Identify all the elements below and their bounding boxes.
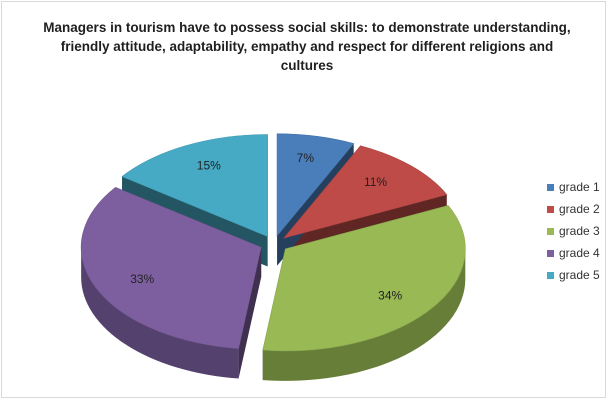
slice-grade-2	[283, 145, 448, 239]
legend-item-grade-1: grade 1	[547, 176, 600, 198]
pie-chart: 7% 11% 34% 33% 15%	[80, 133, 466, 381]
legend-label: grade 4	[559, 246, 600, 260]
legend-item-grade-5: grade 5	[547, 264, 600, 286]
data-label-grade-4: 33%	[130, 272, 154, 286]
slice-side-grade-4	[81, 247, 239, 379]
slice-wall-grade-4	[238, 247, 262, 379]
legend-swatch	[547, 205, 554, 213]
data-labels: 7% 11% 34% 33% 15%	[130, 151, 402, 303]
slice-grade-5	[121, 134, 268, 237]
legend-item-grade-2: grade 2	[547, 198, 600, 220]
slice-grade-4	[80, 187, 262, 349]
legend-label: grade 3	[559, 224, 600, 238]
legend-label: grade 2	[559, 202, 600, 216]
data-label-grade-2: 11%	[364, 175, 387, 189]
legend-item-grade-3: grade 3	[547, 220, 600, 242]
legend-item-grade-4: grade 4	[547, 242, 600, 264]
chart-title: Managers in tourism have to possess soci…	[43, 20, 571, 73]
chart-legend: grade 1 grade 2 grade 3 grade 4 grade 5	[547, 176, 600, 286]
slice-grade-1	[276, 133, 355, 237]
slice-grade-3	[262, 205, 466, 352]
slice-tops	[80, 133, 466, 352]
legend-swatch	[547, 183, 554, 191]
data-label-grade-1: 7%	[297, 151, 315, 165]
legend-swatch	[547, 271, 554, 279]
data-label-grade-3: 34%	[378, 289, 402, 303]
data-label-grade-5: 15%	[197, 159, 221, 173]
slice-side-grade-3	[262, 248, 466, 381]
legend-swatch	[547, 249, 554, 257]
legend-swatch	[547, 227, 554, 235]
legend-label: grade 5	[559, 268, 600, 282]
legend-label: grade 1	[559, 180, 600, 194]
